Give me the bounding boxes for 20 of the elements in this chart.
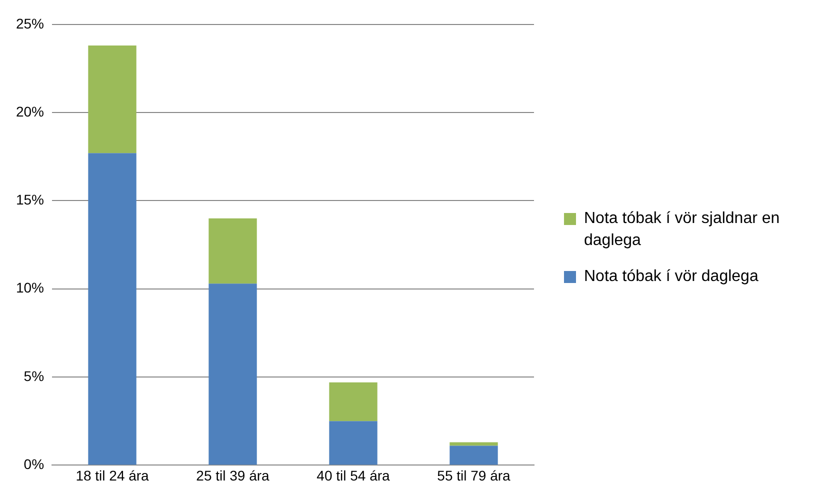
bar — [450, 442, 498, 446]
bar — [329, 382, 378, 422]
x-tick-label: 55 til 79 ára — [437, 467, 511, 484]
bar — [329, 421, 378, 465]
y-tick-label: 15% — [16, 192, 44, 208]
x-tick-label: 25 til 39 ára — [196, 467, 270, 484]
bar — [88, 46, 136, 154]
x-tick-label: 18 til 24 ára — [76, 467, 150, 484]
bar — [88, 153, 136, 465]
bar — [208, 218, 257, 284]
y-tick-label: 10% — [16, 280, 44, 296]
x-tick-label: 40 til 54 ára — [316, 467, 390, 484]
bar — [450, 446, 498, 465]
legend-label: Nota tóbak í vör daglega — [584, 267, 758, 287]
y-tick-label: 0% — [24, 456, 44, 472]
y-tick-label: 25% — [16, 15, 44, 32]
y-tick-label: 5% — [24, 368, 44, 384]
bar — [208, 284, 257, 465]
legend-label: Nota tóbak í vör sjaldnar en daglega — [584, 209, 781, 251]
y-tick-label: 20% — [16, 103, 44, 120]
